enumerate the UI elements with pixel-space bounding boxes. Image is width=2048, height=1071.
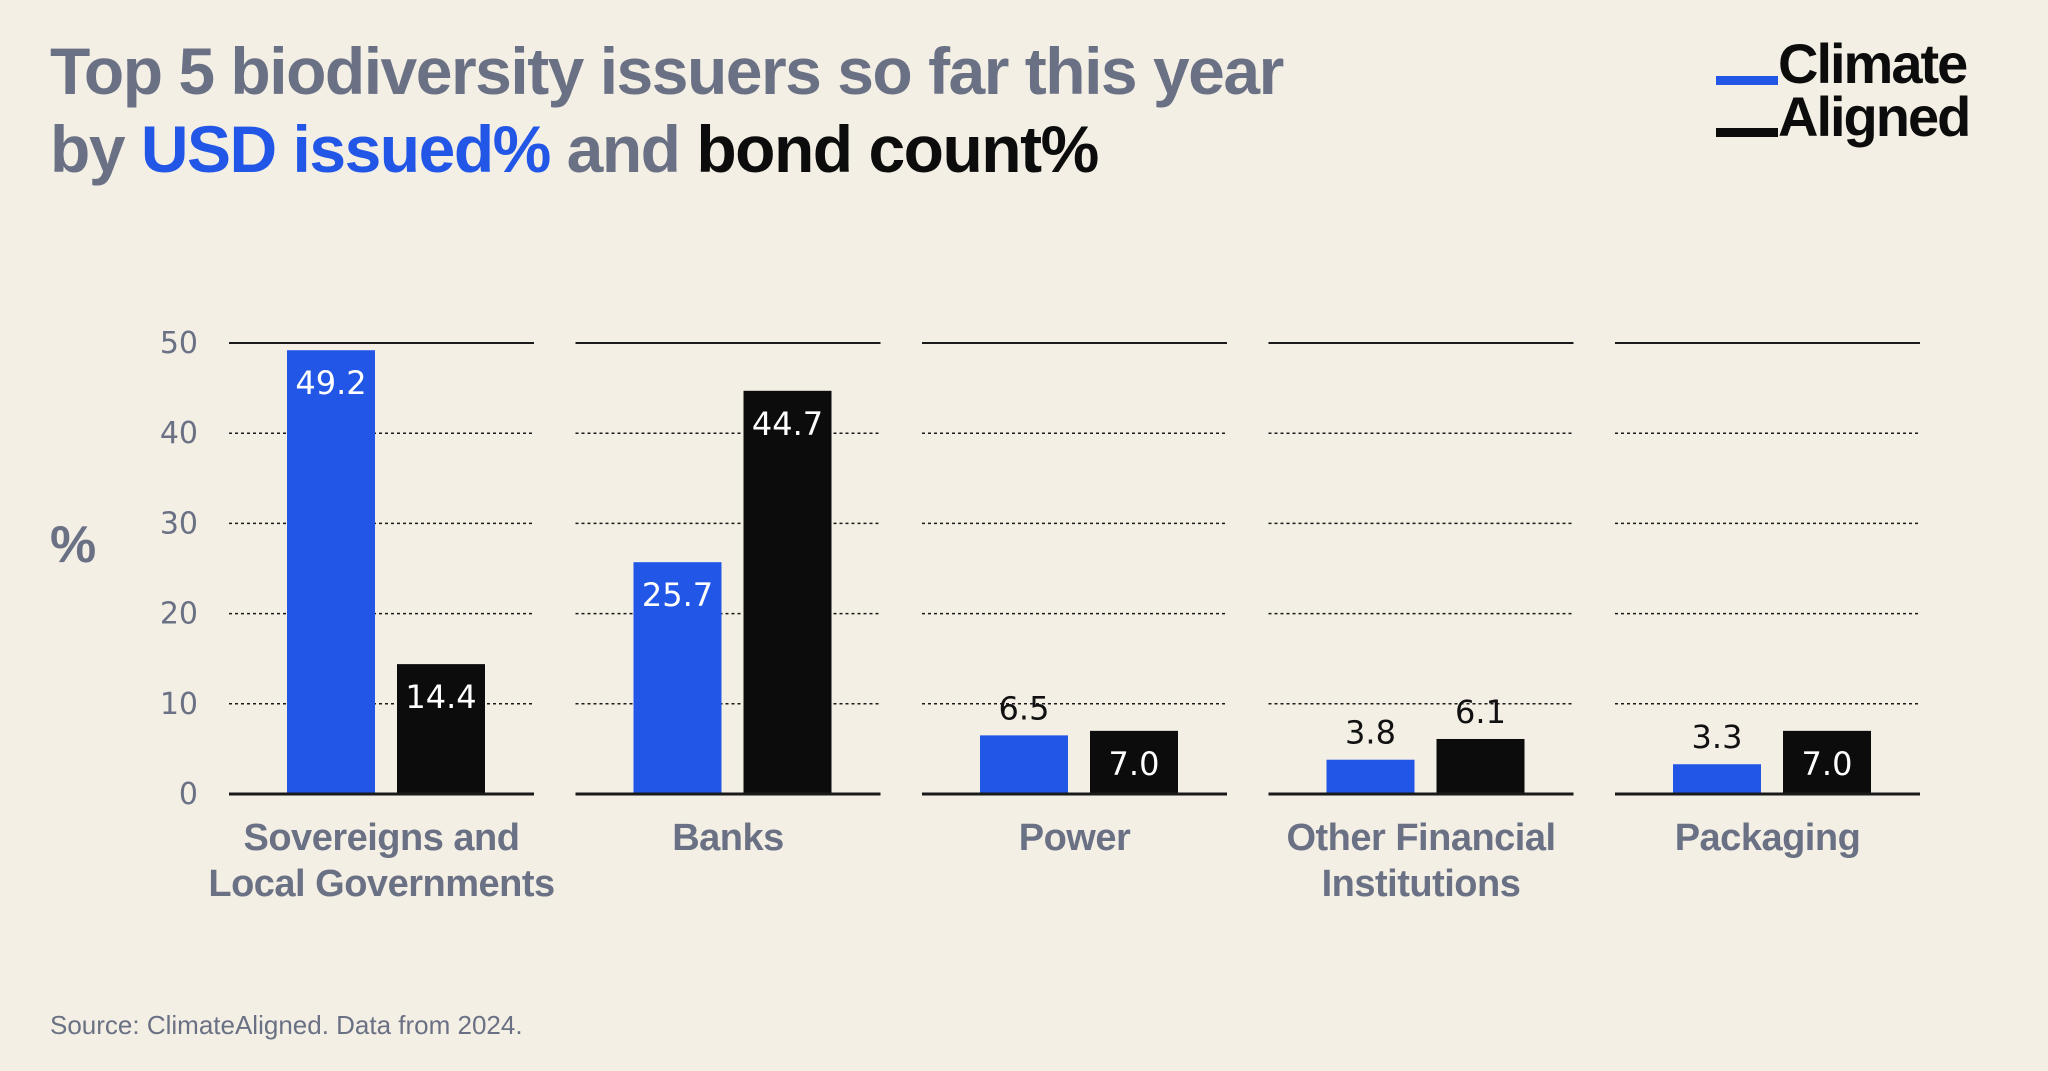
count-bar-1: [743, 390, 832, 794]
count-bar-3: [1436, 738, 1525, 794]
category-label-0-line-1: Local Governments: [208, 863, 554, 905]
category-label-0-line-0: Sovereigns and: [244, 817, 520, 859]
y-tick-label-30: 30: [160, 506, 198, 541]
category-label-3-line-1: Institutions: [1322, 863, 1521, 905]
count-bar-0: [397, 664, 485, 794]
category-label-2-line-0: Power: [1019, 817, 1131, 859]
title-prefix: by: [50, 112, 141, 186]
chart-title: Top 5 biodiversity issuers so far this y…: [50, 32, 1284, 188]
usd-value-label-4: 3.3: [1692, 718, 1743, 756]
title-count-legend: bond count%: [696, 112, 1099, 186]
logo-word-climate: Climate: [1778, 32, 1968, 95]
count-value-label-4: 7.0: [1802, 745, 1853, 783]
count-bar-2: [1090, 730, 1178, 794]
y-axis-label: %: [50, 516, 96, 574]
source-note: Source: ClimateAligned. Data from 2024.: [50, 1010, 523, 1040]
count-value-label-1: 44.7: [752, 405, 823, 443]
category-label-4-line-0: Packaging: [1675, 817, 1861, 859]
usd-bar-3: [1326, 759, 1415, 794]
usd-value-label-2: 6.5: [999, 689, 1050, 727]
title-line-2: by USD issued% and bond count%: [50, 110, 1283, 188]
y-tick-label-20: 20: [160, 597, 198, 632]
usd-value-label-3: 3.8: [1345, 714, 1396, 752]
y-tick-label-40: 40: [160, 416, 198, 451]
count-value-label-0: 14.4: [405, 678, 476, 716]
count-value-label-2: 7.0: [1109, 745, 1160, 783]
category-label-1-line-0: Banks: [672, 817, 784, 859]
usd-bar-2: [980, 735, 1068, 794]
y-tick-label-0: 0: [179, 777, 198, 812]
logo-blue-bar: [1716, 76, 1778, 85]
usd-bar-1: [633, 562, 722, 794]
logo-black-bar: [1716, 128, 1778, 137]
category-label-3-line-0: Other Financial: [1286, 817, 1555, 859]
climatealigned-logo: Climate Aligned: [1716, 34, 2006, 154]
count-bar-4: [1783, 730, 1871, 794]
title-usd-legend: USD issued%: [140, 112, 551, 186]
logo-word-aligned: Aligned: [1778, 85, 1971, 148]
usd-value-label-1: 25.7: [642, 576, 713, 614]
y-tick-label-10: 10: [160, 687, 198, 722]
title-mid: and: [549, 112, 697, 186]
usd-bar-4: [1673, 764, 1761, 794]
usd-bar-0: [287, 350, 375, 794]
title-line-1: Top 5 biodiversity issuers so far this y…: [50, 34, 1284, 108]
usd-value-label-0: 49.2: [295, 364, 366, 402]
count-value-label-3: 6.1: [1455, 693, 1506, 731]
y-tick-label-50: 50: [160, 326, 198, 361]
